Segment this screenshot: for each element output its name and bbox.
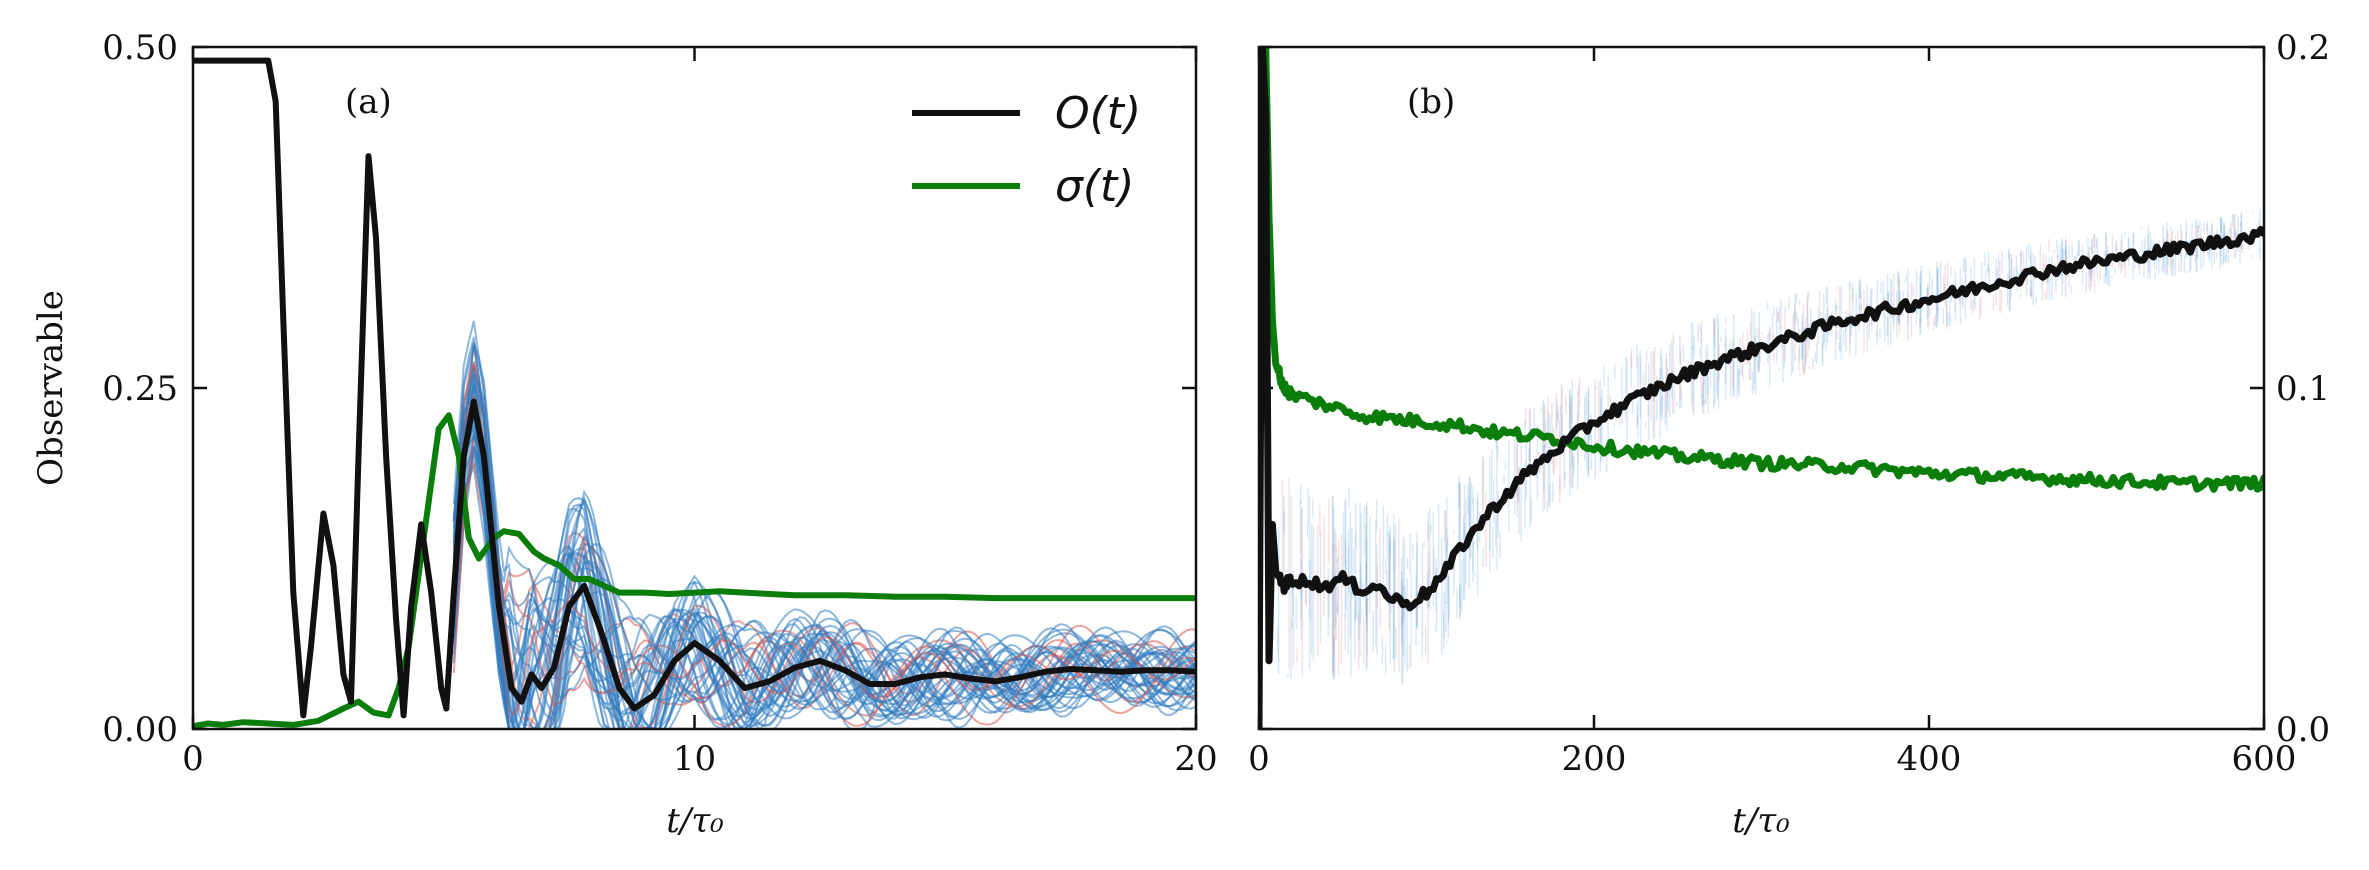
y-axis-label-a: Observable [31,290,71,486]
ticks-a: 0 10 20 0.00 0.25 0.50 [102,28,1217,779]
series-line-sigma-a [193,412,1196,729]
ensemble-line [452,412,1196,729]
x-tick-label-a: 20 [1174,739,1217,779]
series-line-sigma-b [1259,47,2264,493]
x-tick-label-b: 200 [1562,739,1627,779]
series-b [1259,47,2264,729]
x-axis-label-a: t/τ₀ [666,801,724,841]
x-tick-label-b: 600 [2232,739,2297,779]
y-tick-label-a: 0.25 [102,369,178,409]
series-line-o-a [193,57,1196,719]
x-tick-label-b: 0 [1248,739,1270,779]
x-tick-label-b: 400 [1897,739,1962,779]
y-tick-label-a: 0.00 [102,710,178,750]
ensemble-line [452,336,1196,729]
y-tick-label-a: 0.50 [102,28,178,68]
legend-label-sigma: σ(t) [1055,161,1134,212]
series-a [193,57,1196,729]
ensemble-line [452,401,1196,729]
ensemble-line [452,435,1196,728]
panel-label-b: (b) [1407,82,1455,122]
panel-a: 0 10 20 0.00 0.25 0.50 Observable t/τ₀ (a) O(… [31,28,1218,841]
noise-band-b [1276,209,2262,685]
x-tick-label-a: 0 [182,739,204,779]
y-tick-label-b: 0.0 [2276,710,2330,750]
legend: O(t) σ(t) [912,88,1141,212]
ensemble-line [452,424,1196,729]
y-tick-label-b: 0.2 [2276,28,2330,68]
legend-label-o: O(t) [1055,88,1141,139]
y-tick-label-b: 0.1 [2276,369,2330,409]
series-line-o-b [1259,47,2264,729]
ensemble-line [452,416,1196,725]
axes-frame-b [1257,45,2266,731]
ensemble-line [452,395,1196,716]
panel-label-a: (a) [345,82,392,122]
x-axis-label-b: t/τ₀ [1732,801,1790,841]
x-tick-label-a: 10 [673,739,716,779]
